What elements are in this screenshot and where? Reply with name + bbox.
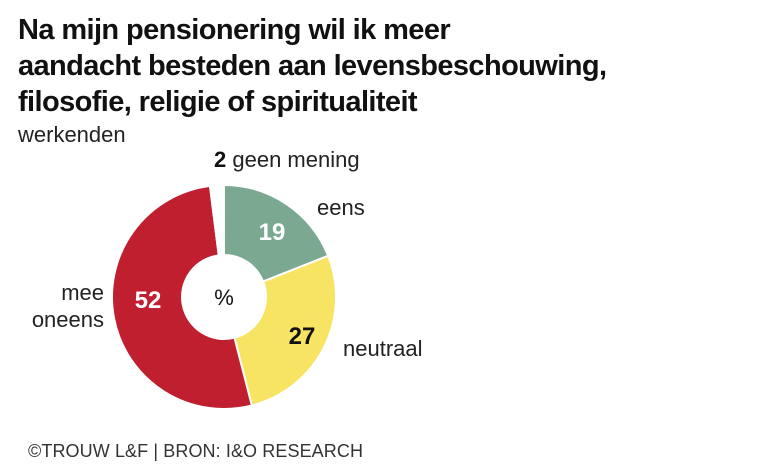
title-line-2: aandacht besteden aan levensbeschouwing, bbox=[18, 50, 607, 82]
value-label-neutraal: 27 bbox=[289, 323, 316, 350]
slice-geen-mening bbox=[208, 183, 225, 257]
category-label-neutraal: neutraal bbox=[343, 336, 423, 361]
slice-neutraal bbox=[233, 254, 337, 407]
category-label-geen-mening: 2 geen mening bbox=[214, 147, 360, 172]
title-line-3: filosofie, religie of spiritualiteit bbox=[18, 86, 418, 118]
value-label-eens: 19 bbox=[259, 219, 286, 246]
value-label-geen-mening: 2 bbox=[214, 147, 232, 172]
slice-eens bbox=[223, 183, 330, 283]
category-label-mee-oneens: mee oneens bbox=[32, 280, 104, 332]
value-label-mee-oneens: 52 bbox=[135, 287, 162, 314]
category-label-eens: eens bbox=[317, 195, 365, 220]
source-credit: ©TROUW L&F | BRON: I&O RESEARCH bbox=[28, 441, 364, 461]
center-label: % bbox=[214, 285, 234, 310]
title-line-1: Na mijn pensionering wil ik meer bbox=[18, 14, 451, 46]
chart-title: Na mijn pensionering wil ik meer aandach… bbox=[18, 12, 738, 120]
chart-subtitle: werkenden bbox=[18, 122, 126, 147]
